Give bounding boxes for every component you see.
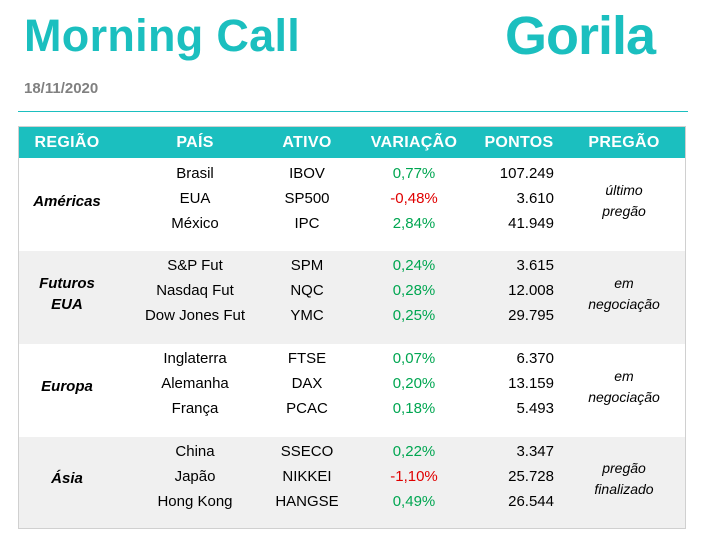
trading-status: em negociação: [569, 366, 679, 408]
column-header-ativo: ATIVO: [282, 134, 332, 151]
variation-cell: 0,28%: [392, 282, 436, 299]
variation-cell: 0,22%: [392, 443, 436, 460]
region-group: Futuros EUA em negociação S&P Fut SPM 0,24% 3.6…: [19, 251, 685, 344]
variation-cell: 0,77%: [392, 165, 436, 182]
country-cell: Brasil: [176, 165, 214, 182]
asset-cell: NIKKEI: [282, 468, 332, 485]
points-cell: 3.610: [516, 190, 554, 207]
asset-cell: SSECO: [280, 443, 334, 460]
trading-status-line: negociação: [588, 388, 660, 405]
points-cell: 29.795: [508, 307, 554, 324]
column-header-pontos: PONTOS: [484, 134, 554, 151]
country-cell: Dow Jones Fut: [144, 307, 246, 324]
asset-cell: IPC: [294, 215, 320, 232]
trading-status-line: finalizado: [594, 480, 654, 497]
column-header-regiao: REGIÃO: [34, 134, 100, 151]
country-cell: Alemanha: [161, 375, 229, 392]
country-cell: Nasdaq Fut: [156, 282, 234, 299]
points-cell: 5.493: [516, 400, 554, 417]
points-cell: 3.615: [516, 257, 554, 274]
asset-cell: PCAC: [286, 400, 328, 417]
trading-status-line: negociação: [588, 295, 660, 312]
region-label-line: Américas: [33, 192, 101, 210]
region-group: Ásia pregão finalizado China SSECO 0,22% 3.347…: [19, 437, 685, 528]
asset-cell: DAX: [291, 375, 323, 392]
region-label: Ásia: [19, 468, 115, 489]
country-cell: Inglaterra: [163, 350, 227, 367]
region-label-line: Ásia: [51, 470, 83, 487]
trading-status-line: em: [614, 274, 634, 291]
asset-cell: YMC: [290, 307, 324, 324]
variation-cell: 2,84%: [392, 215, 436, 232]
variation-cell: -0,48%: [390, 190, 438, 207]
region-label: Américas: [19, 191, 115, 212]
region-label: Europa: [19, 376, 115, 397]
asset-cell: SP500: [284, 190, 330, 207]
trading-status-line: último: [605, 182, 643, 198]
points-cell: 41.949: [508, 215, 554, 232]
country-cell: EUA: [179, 190, 211, 207]
points-cell: 25.728: [508, 468, 554, 485]
trading-status: último pregão: [569, 180, 679, 222]
column-header-variacao: VARIAÇÃO: [370, 134, 458, 151]
variation-cell: 0,49%: [392, 493, 436, 510]
trading-status: em negociação: [569, 273, 679, 315]
trading-status-line: em: [614, 367, 634, 384]
gorila-logo: Gorila: [505, 6, 656, 66]
trading-status-line: pregão: [602, 203, 646, 219]
report-date: 18/11/2020: [24, 80, 99, 97]
region-group: Europa em negociação Inglaterra FTSE 0,07% 6.3…: [19, 344, 685, 437]
asset-cell: FTSE: [287, 350, 327, 367]
country-cell: China: [175, 443, 215, 460]
region-label-line: Europa: [41, 378, 93, 395]
region-label-line: Futuros: [39, 274, 95, 292]
points-cell: 107.249: [499, 165, 554, 182]
variation-cell: 0,25%: [392, 307, 436, 324]
header-divider: [18, 111, 688, 112]
asset-cell: SPM: [290, 257, 324, 274]
region-label-line: EUA: [51, 295, 83, 313]
country-cell: França: [171, 400, 219, 417]
points-cell: 3.347: [516, 443, 554, 460]
country-cell: Japão: [174, 468, 216, 485]
country-cell: Hong Kong: [157, 493, 233, 510]
points-cell: 26.544: [508, 493, 554, 510]
points-cell: 12.008: [508, 282, 554, 299]
column-header-pais: PAÍS: [176, 134, 214, 151]
page-title: Morning Call: [24, 10, 301, 61]
variation-cell: -1,10%: [390, 468, 438, 485]
trading-status: pregão finalizado: [569, 458, 679, 500]
points-cell: 13.159: [508, 375, 554, 392]
country-cell: México: [171, 215, 219, 232]
points-cell: 6.370: [516, 350, 554, 367]
variation-cell: 0,07%: [392, 350, 436, 367]
asset-cell: IBOV: [289, 165, 325, 182]
market-table: REGIÃO PAÍS ATIVO VARIAÇÃO PONTOS PREGÃO…: [18, 126, 686, 529]
asset-cell: HANGSE: [275, 493, 339, 510]
asset-cell: NQC: [290, 282, 324, 299]
variation-cell: 0,20%: [392, 375, 436, 392]
table-header: REGIÃO PAÍS ATIVO VARIAÇÃO PONTOS PREGÃO: [19, 127, 685, 158]
region-group: Américas último pregão Brasil IBOV 0,77% 107.2…: [19, 159, 685, 251]
column-header-pregao: PREGÃO: [588, 134, 660, 151]
variation-cell: 0,18%: [392, 400, 436, 417]
trading-status-line: pregão: [602, 459, 646, 476]
variation-cell: 0,24%: [392, 257, 436, 274]
country-cell: S&P Fut: [167, 257, 223, 274]
region-label: Futuros EUA: [19, 273, 115, 315]
